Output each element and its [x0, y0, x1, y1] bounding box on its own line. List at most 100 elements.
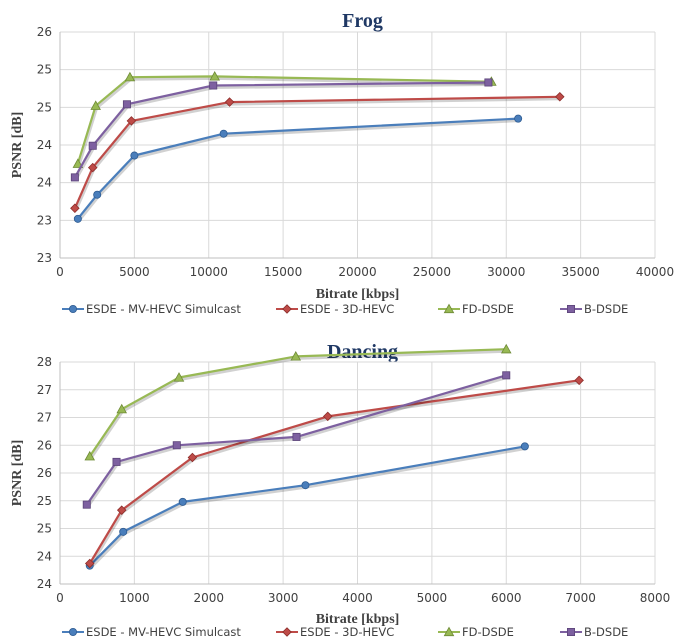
series-line-shadow: [89, 349, 508, 460]
series-0: [73, 114, 523, 223]
series-3: [82, 371, 511, 509]
data-point: [130, 151, 139, 160]
x-tick-label: 3000: [268, 591, 299, 605]
x-axis-title: Bitrate [kbps]: [316, 612, 400, 627]
data-point: [502, 371, 511, 380]
legend-marker: [69, 304, 78, 313]
chart-title: Frog: [342, 10, 383, 32]
data-point: [292, 432, 301, 441]
data-point: [555, 92, 565, 102]
data-point: [88, 141, 97, 150]
data-point: [116, 403, 128, 414]
legend-label: ESDE - MV-HEVC Simulcast: [86, 625, 241, 639]
legend-marker: [567, 628, 576, 637]
legend-label: B-DSDE: [584, 302, 628, 316]
series-0: [85, 442, 529, 570]
y-tick-label: 28: [37, 355, 52, 369]
data-point: [484, 78, 493, 87]
y-tick-label: 25: [37, 494, 52, 508]
chart-panel-0: Frog 23 23 24 24 25 25 26 0 5000 10000 15000 20000 25…: [10, 10, 674, 316]
data-point: [122, 100, 131, 109]
data-point: [301, 481, 310, 490]
y-tick-label: 27: [37, 383, 52, 397]
legend: ESDE - MV-HEVC Simulcast ESDE - 3D-HEVC FD…: [62, 625, 628, 639]
data-point: [500, 343, 512, 354]
y-tick-label: 24: [37, 176, 52, 190]
legend-marker: [443, 303, 455, 314]
x-tick-label: 2000: [193, 591, 224, 605]
y-tick-label: 26: [37, 25, 52, 39]
y-tick-label: 25: [37, 522, 52, 536]
x-tick-label: 35000: [562, 265, 600, 279]
data-point: [574, 375, 584, 386]
legend-marker: [443, 626, 455, 637]
legend-label: ESDE - 3D-HEVC: [300, 625, 394, 639]
data-point: [514, 114, 523, 123]
x-tick-label: 0: [56, 591, 64, 605]
data-point: [84, 450, 96, 461]
y-tick-label: 23: [37, 251, 52, 265]
x-tick-label: 5000: [119, 265, 150, 279]
series-line: [89, 445, 525, 567]
legend-label: FD-DSDE: [462, 625, 514, 639]
x-tick-label: 7000: [565, 591, 596, 605]
y-tick-label: 25: [37, 100, 52, 114]
data-point: [178, 497, 187, 506]
data-point: [224, 97, 235, 107]
data-point: [209, 81, 218, 90]
data-point: [209, 71, 220, 81]
data-point: [112, 457, 121, 466]
y-axis-title: PSNR [dB]: [10, 112, 25, 179]
data-point: [119, 527, 128, 536]
legend: ESDE - MV-HEVC Simulcast ESDE - 3D-HEVC FD…: [62, 302, 628, 316]
data-point: [290, 351, 302, 361]
x-tick-label: 20000: [338, 265, 376, 279]
data-point: [126, 116, 137, 126]
data-point: [322, 411, 333, 422]
legend-marker: [567, 304, 576, 313]
legend-label: B-DSDE: [584, 625, 628, 639]
x-tick-label: 40000: [636, 265, 674, 279]
legend-label: FD-DSDE: [462, 302, 514, 316]
x-tick-label: 1000: [119, 591, 150, 605]
x-axis-title: Bitrate [kbps]: [316, 287, 400, 302]
legend-marker: [69, 628, 78, 637]
data-point: [187, 452, 198, 463]
x-tick-label: 30000: [487, 265, 525, 279]
series-1: [84, 375, 584, 569]
y-axis-title: PSNR [dB]: [10, 440, 25, 507]
data-point: [70, 173, 79, 182]
data-point: [87, 162, 98, 173]
series-line-shadow: [89, 446, 527, 569]
x-tick-label: 0: [56, 265, 64, 279]
data-point: [82, 500, 91, 509]
data-point: [219, 129, 228, 138]
data-point: [84, 558, 95, 569]
y-tick-label: 27: [37, 411, 52, 425]
x-tick-label: 5000: [417, 591, 448, 605]
legend-marker: [282, 627, 292, 637]
series-2: [84, 343, 512, 461]
y-tick-label: 26: [37, 438, 52, 452]
data-point: [72, 158, 84, 168]
legend-label: ESDE - MV-HEVC Simulcast: [86, 302, 241, 316]
data-point: [520, 442, 529, 451]
x-tick-label: 10000: [190, 265, 228, 279]
y-tick-label: 24: [37, 577, 52, 591]
y-tick-label: 26: [37, 466, 52, 480]
data-point: [173, 372, 185, 382]
chart-panel-1: Dancing 24 24 25 25 26 26 27 27 28 0 1000 2000 3000 40…: [10, 341, 670, 639]
data-point: [70, 203, 80, 214]
series-line: [88, 379, 580, 565]
series-3: [70, 78, 493, 182]
x-tick-label: 25000: [413, 265, 451, 279]
x-tick-label: 8000: [640, 591, 671, 605]
series-line-shadow: [77, 119, 520, 222]
data-point: [73, 214, 82, 223]
x-tick-label: 4000: [342, 591, 373, 605]
y-tick-label: 24: [37, 549, 52, 563]
data-point: [124, 71, 136, 82]
x-tick-label: 15000: [264, 265, 302, 279]
series-line: [76, 117, 519, 220]
